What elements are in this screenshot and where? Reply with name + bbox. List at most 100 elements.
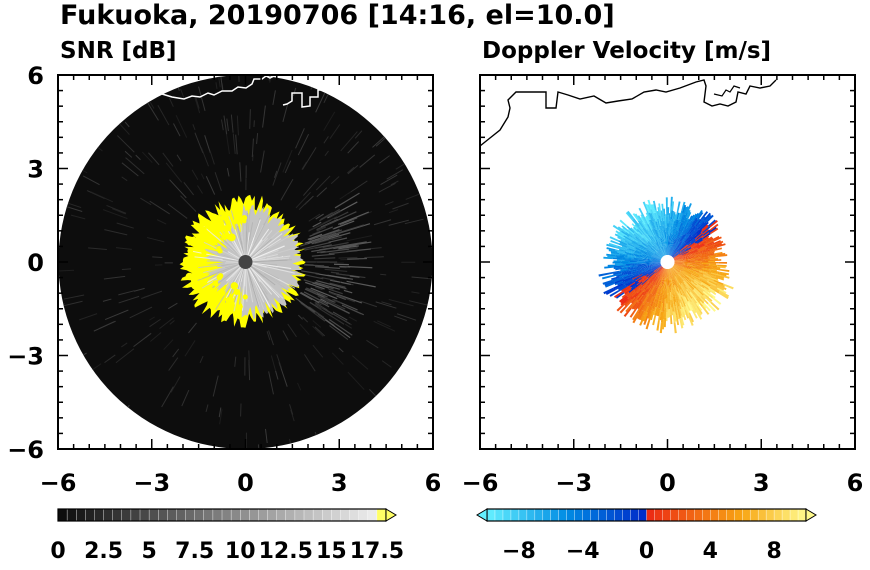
doppler-echo-cell — [682, 306, 687, 316]
doppler-echo-cell — [657, 277, 662, 287]
doppler-echo-cell — [631, 301, 639, 310]
doppler-echo-cell — [654, 236, 659, 244]
doppler-echo-cell — [674, 263, 683, 267]
doppler-echo-cell — [673, 284, 677, 294]
doppler-panel-title: Doppler Velocity [m/s] — [482, 38, 771, 64]
doppler-echo-cell — [633, 274, 644, 281]
snr-noise-streak — [314, 281, 340, 290]
doppler-echo-cell — [703, 287, 711, 294]
doppler-echo-cell — [671, 276, 675, 286]
doppler-echo-cell — [717, 272, 727, 277]
snr-noise-streak — [90, 191, 114, 203]
doppler-echo-cell — [680, 244, 688, 252]
doppler-echo-cell — [677, 291, 681, 300]
doppler-echo-cell — [673, 241, 678, 249]
doppler-echo-cell — [667, 277, 669, 286]
doppler-echo-cell — [672, 276, 677, 286]
snr-noise-streak — [133, 287, 145, 292]
doppler-colorbar-extend-max — [805, 508, 817, 522]
doppler-echo-cell — [606, 247, 616, 251]
doppler-echo-cell — [604, 266, 614, 269]
doppler-echo-cell — [692, 268, 702, 272]
snr-noise-streak — [309, 229, 340, 241]
doppler-echo-cell — [630, 299, 638, 309]
doppler-echo-cell — [695, 227, 703, 235]
doppler-echo-cell — [672, 276, 676, 285]
doppler-echo-cell — [687, 238, 696, 246]
doppler-echo-cell — [686, 247, 694, 252]
doppler-echo-cell — [691, 256, 700, 259]
doppler-echo-cell — [677, 243, 684, 251]
doppler-echo-cell — [657, 277, 662, 288]
doppler-echo-cell — [681, 255, 689, 259]
doppler-echo-cell — [681, 260, 689, 262]
doppler-echo-cell — [710, 276, 719, 280]
snr-noise-streak — [273, 170, 278, 178]
doppler-echo-cell — [673, 288, 677, 299]
doppler-echo-cell — [682, 290, 689, 299]
doppler-echo-cell — [661, 233, 664, 241]
doppler-colorbar-bin — [718, 508, 727, 522]
snr-noise-streak — [333, 211, 349, 220]
doppler-echo-cell — [673, 265, 683, 270]
snr-noise-streak — [303, 291, 329, 305]
doppler-echo-cell — [668, 246, 671, 256]
doppler-echo-cell — [641, 284, 648, 292]
doppler-echo-cell — [638, 246, 647, 251]
doppler-echo-cell — [620, 268, 628, 271]
doppler-colorbar-bin — [494, 508, 504, 522]
doppler-echo-cell — [662, 309, 666, 320]
doppler-echo-cell — [667, 285, 669, 294]
doppler-echo-cell — [629, 267, 641, 271]
doppler-echo-cell — [669, 206, 673, 217]
snr-noise-streak — [347, 371, 365, 390]
snr-noise-streak — [268, 330, 274, 346]
doppler-echo-cell — [681, 311, 687, 321]
doppler-echo-cell — [629, 235, 638, 243]
doppler-echo-cell — [649, 275, 657, 285]
doppler-echo-cell — [673, 254, 680, 259]
doppler-echo-cell — [648, 247, 656, 254]
doppler-echo-cell — [688, 229, 695, 238]
doppler-echo-cell — [708, 226, 717, 234]
doppler-echo-cell — [624, 298, 632, 307]
snr-noise-streak — [104, 309, 129, 321]
snr-noise-streak — [333, 244, 357, 250]
snr-noise-streak — [343, 289, 353, 294]
snr-noise-streak — [326, 301, 350, 315]
doppler-echo-cell — [688, 261, 695, 263]
doppler-echo-cell — [661, 249, 665, 256]
doppler-echo-cell — [682, 265, 692, 268]
doppler-echo-cell — [679, 274, 687, 283]
doppler-echo-cell — [691, 283, 700, 291]
doppler-echo-cell — [631, 288, 641, 297]
doppler-echo-cell — [693, 281, 702, 288]
snr-noise-streak — [264, 428, 268, 444]
doppler-echo-cell — [673, 252, 681, 259]
snr-noise-streak — [280, 178, 294, 201]
doppler-echo-cell — [681, 251, 690, 256]
doppler-echo-cell — [665, 246, 667, 256]
snr-colorbar-bin — [258, 508, 269, 522]
doppler-echo-cell — [642, 254, 652, 258]
doppler-echo-cell — [654, 252, 662, 259]
snr-noise-streak — [214, 172, 222, 191]
snr-noise-streak — [323, 111, 336, 131]
doppler-echo-cell — [690, 274, 701, 280]
doppler-echo-cell — [682, 268, 691, 273]
doppler-echo-cell — [614, 263, 623, 265]
doppler-echo-cell — [674, 263, 684, 267]
doppler-echo-cell — [699, 255, 709, 258]
doppler-echo-cell — [639, 229, 645, 236]
doppler-echo-cell — [687, 220, 693, 229]
doppler-echo-cell — [633, 251, 643, 256]
doppler-echo-cell — [668, 268, 671, 279]
snr-noise-streak — [195, 96, 200, 109]
doppler-echo-cell — [653, 264, 662, 269]
doppler-echo-cell — [712, 240, 721, 245]
doppler-echo-cell — [680, 257, 688, 260]
doppler-echo-cell — [617, 280, 626, 286]
doppler-echo-cell — [621, 245, 629, 250]
doppler-echo-cell — [647, 272, 656, 279]
doppler-echo-cell — [688, 220, 695, 228]
